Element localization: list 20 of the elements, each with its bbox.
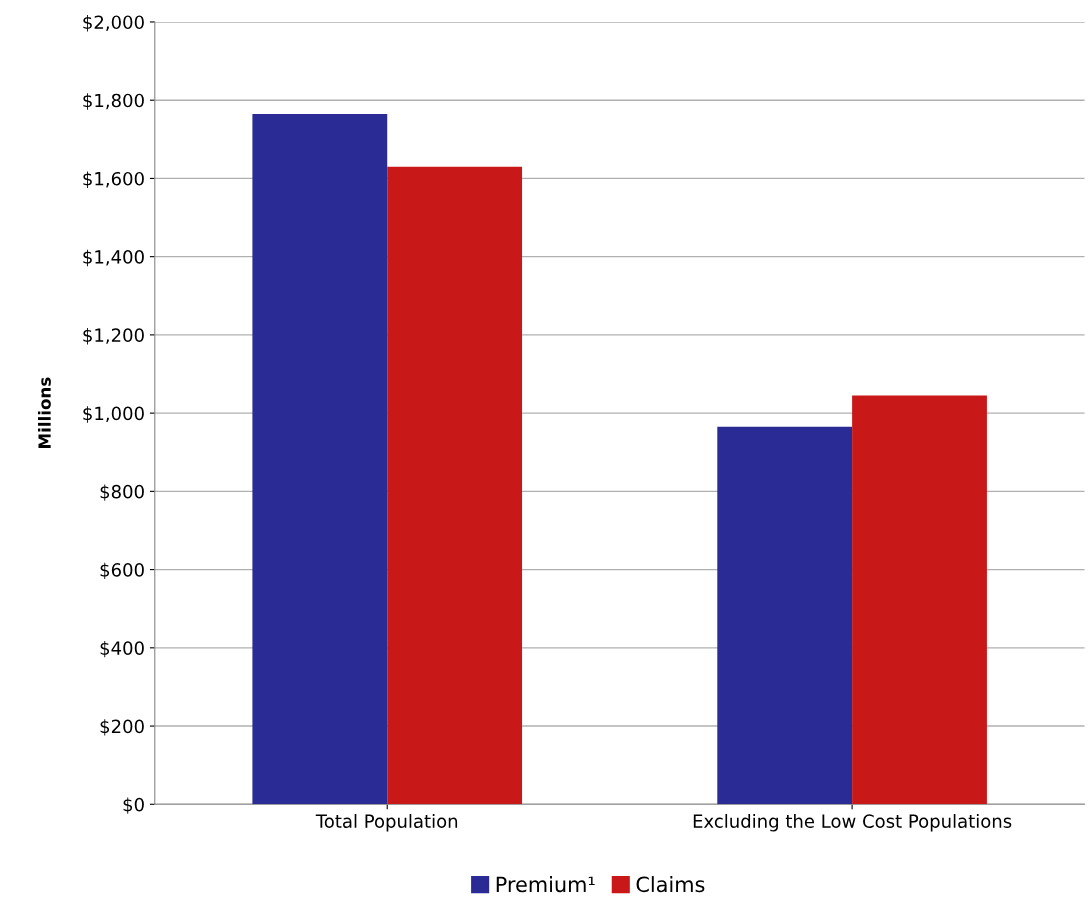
y-tick-label: $0 — [123, 797, 144, 814]
bar — [387, 166, 523, 805]
y-tick-label: $400 — [100, 640, 144, 658]
y-tick-label: $2,000 — [83, 15, 144, 32]
y-tick-label: $1,400 — [83, 249, 144, 267]
x-tick-label: Total Population — [315, 814, 458, 832]
y-tick-label: $600 — [100, 562, 144, 580]
y-axis-title: Millions — [37, 377, 51, 448]
legend-label: Premium¹ — [496, 876, 595, 893]
y-tick-label: $1,600 — [83, 171, 144, 188]
y-tick-label: $800 — [100, 484, 144, 501]
bar — [852, 395, 987, 805]
y-tick-label: $1,200 — [83, 328, 144, 345]
y-tick-label: $1,000 — [83, 406, 144, 423]
x-tick-label: Excluding the Low Cost Populations — [693, 814, 1012, 832]
y-tick-label: $200 — [100, 719, 144, 736]
bar — [717, 426, 853, 805]
legend-label: Claims — [636, 876, 705, 893]
y-tick-label: $1,800 — [83, 93, 144, 110]
bar — [252, 113, 388, 805]
